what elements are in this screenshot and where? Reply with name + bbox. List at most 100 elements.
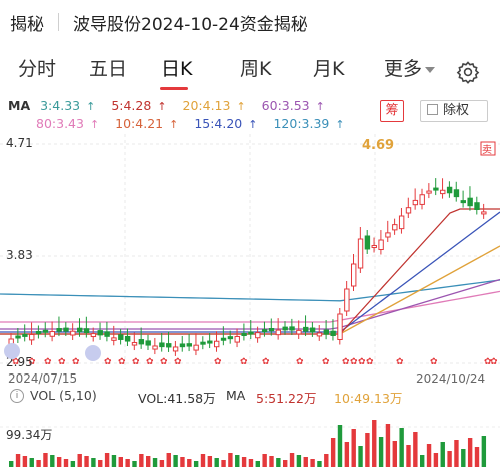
candle xyxy=(227,336,234,340)
volume-ma-label: MA xyxy=(226,388,246,403)
candle xyxy=(22,333,28,337)
title-divider xyxy=(58,13,59,31)
volume-bar xyxy=(283,460,288,467)
volume-bar xyxy=(56,457,62,467)
event-marker-icon[interactable]: ✿ xyxy=(146,357,154,367)
candle xyxy=(29,333,35,341)
volume-bar xyxy=(84,456,89,467)
candle xyxy=(63,327,69,332)
candlestick-chart[interactable]: ✿ ✿ ✿ ✿ ✿ ✿ ✿ ✿ ✿ ✿ ✿ ✿ ✿ ✿ ✿ ✿ ✿ ✿ ✿ ✿ ✿ ✿ ✿✿ 4.71 3.83 2.95 … xyxy=(0,134,500,374)
volume-bar xyxy=(262,454,267,467)
candle xyxy=(90,333,97,338)
volume-bar xyxy=(399,428,404,467)
tab-monthly-k[interactable]: 月K xyxy=(313,58,345,80)
volume-bar xyxy=(447,451,452,467)
info-icon[interactable]: i xyxy=(10,389,24,403)
candle xyxy=(15,335,21,339)
event-marker-icon[interactable]: ✿ xyxy=(104,357,112,367)
event-marker-icon[interactable]: ✿ xyxy=(366,357,374,367)
event-marker-icon[interactable]: ✿ xyxy=(44,357,52,367)
event-marker-icon[interactable]: ✿ xyxy=(358,357,366,367)
candle xyxy=(42,329,49,333)
event-marker-icon[interactable]: ✿ xyxy=(262,357,270,367)
event-marker-icon[interactable]: ✿ xyxy=(214,357,222,367)
volume-bar xyxy=(392,441,397,467)
ex-rights-label: 除权 xyxy=(443,103,470,118)
volume-bar xyxy=(255,461,260,467)
candle xyxy=(337,313,343,341)
candle xyxy=(241,333,247,337)
candle xyxy=(385,232,391,238)
event-bubble-left[interactable] xyxy=(4,343,20,359)
volume-ma5: 5:51.22万 xyxy=(256,391,317,406)
event-marker-icon[interactable]: ✿ xyxy=(12,357,20,367)
event-marker-icon[interactable]: ✿ xyxy=(132,357,140,367)
event-marker-icon[interactable]: ✿ xyxy=(490,357,498,367)
ma-line xyxy=(0,290,500,323)
volume-bar xyxy=(111,455,117,467)
back-label[interactable]: 揭秘 xyxy=(10,14,44,35)
candle xyxy=(234,336,240,343)
event-marker-icon[interactable]: ✿ xyxy=(396,357,404,367)
event-marker-icon[interactable]: ✿ xyxy=(118,357,126,367)
volume-bar xyxy=(125,459,130,467)
chip-distribution-button[interactable]: 筹 xyxy=(380,100,404,122)
volume-indicator[interactable]: VOL (5,10) xyxy=(30,388,97,403)
event-marker-icon[interactable]: ✿ xyxy=(72,357,80,367)
date-start: 2024/07/15 xyxy=(8,371,77,374)
event-marker-icon[interactable]: ✿ xyxy=(342,357,350,367)
tab-intraday[interactable]: 分时 xyxy=(18,58,57,80)
event-marker-icon[interactable]: ✿ xyxy=(160,357,168,367)
event-marker-icon[interactable]: ✿ xyxy=(296,357,304,367)
gear-icon[interactable] xyxy=(456,60,480,84)
volume-bar xyxy=(467,438,473,467)
event-marker-icon[interactable]: ✿ xyxy=(58,357,66,367)
volume-bar xyxy=(200,454,206,467)
candle xyxy=(323,329,330,335)
volume-bar xyxy=(433,453,439,467)
volume-bar xyxy=(139,454,144,467)
tab-daily-k[interactable]: 日K xyxy=(161,58,193,80)
candle xyxy=(467,197,473,207)
tab-more[interactable]: 更多 xyxy=(384,54,436,81)
ex-rights-toggle[interactable]: 除权 xyxy=(420,100,488,122)
chevron-down-icon xyxy=(425,66,436,73)
event-marker-icon[interactable]: ✿ xyxy=(174,357,182,367)
volume-bar xyxy=(104,453,110,467)
candle xyxy=(77,327,83,333)
candle xyxy=(179,343,186,348)
checkbox-icon xyxy=(427,104,438,115)
candle xyxy=(419,194,425,205)
volume-bar xyxy=(276,458,281,467)
event-marker-icon[interactable]: ✿ xyxy=(350,357,358,367)
active-tab-indicator xyxy=(160,87,188,90)
tab-weekly-k[interactable]: 周K xyxy=(240,58,272,80)
event-marker-icon[interactable]: ✿ xyxy=(430,357,438,367)
volume-bar xyxy=(461,449,466,467)
volume-bar xyxy=(330,438,336,467)
candle xyxy=(118,334,124,340)
candle xyxy=(371,245,377,249)
event-marker-icon[interactable]: ✿ xyxy=(240,357,248,367)
page-title: 波导股份2024-10-24资金揭秘 xyxy=(73,14,308,35)
volume-bar xyxy=(303,457,308,467)
volume-chart[interactable]: 99.34万 xyxy=(0,407,500,467)
volume-bar xyxy=(187,459,192,467)
candle xyxy=(220,337,227,341)
volume-bar xyxy=(317,461,322,467)
volume-bar xyxy=(440,442,445,467)
candle xyxy=(214,340,220,348)
candle xyxy=(200,341,206,345)
event-bubble-right[interactable] xyxy=(85,345,101,361)
ma-legend-row-2: 80:3.43 ↑ 10:4.21 ↑ 15:4.20 ↑ 120:3.39 ↑ xyxy=(36,116,357,131)
candle xyxy=(398,215,405,230)
candle xyxy=(481,211,487,215)
volume-bar xyxy=(207,456,213,467)
ma5-value: 5:4.28 ↑ xyxy=(111,98,167,113)
event-marker-icon[interactable]: ✿ xyxy=(28,357,36,367)
volume-bar xyxy=(221,460,226,467)
tab-five-day[interactable]: 五日 xyxy=(89,58,128,80)
ma15-value: 15:4.20 ↑ xyxy=(194,116,258,131)
event-marker-icon[interactable]: ✿ xyxy=(484,357,492,367)
event-marker-icon[interactable]: ✿ xyxy=(322,357,330,367)
